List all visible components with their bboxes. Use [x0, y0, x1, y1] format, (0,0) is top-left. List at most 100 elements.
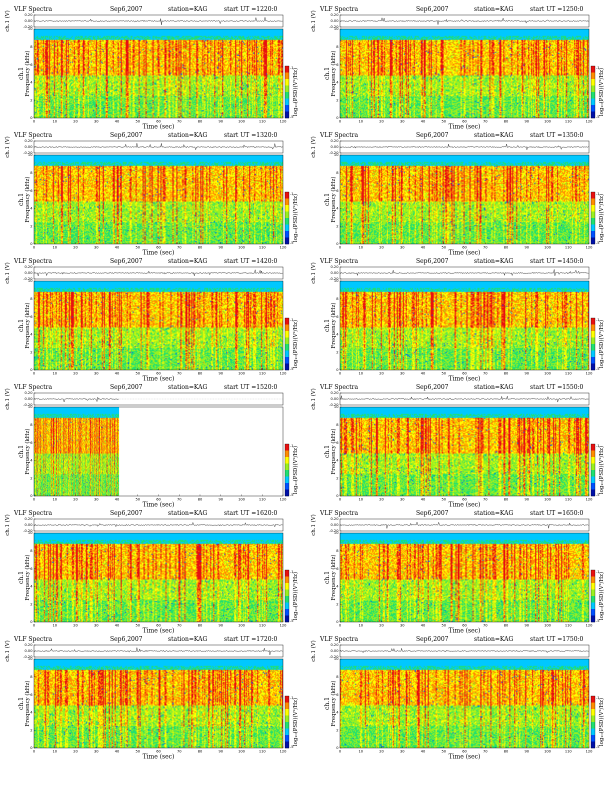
- colorbar-segment: [591, 583, 595, 590]
- colorbar-segment: [591, 722, 595, 729]
- colorbar-segment: [285, 735, 289, 742]
- frequency-tick: 2: [30, 728, 32, 732]
- frequency-tick: 0: [30, 494, 33, 498]
- colorbar-segment: [591, 350, 595, 358]
- header-title: VLF Spectra: [13, 384, 53, 391]
- time-tick: 50: [441, 624, 446, 628]
- time-tick: 50: [135, 120, 140, 124]
- waveform-y-tick: -0.20: [23, 25, 33, 29]
- waveform-trace: [33, 647, 283, 655]
- time-tick: 0: [33, 120, 36, 124]
- time-tick: 40: [115, 750, 120, 754]
- time-tick: 80: [198, 246, 203, 250]
- time-tick: 20: [379, 246, 384, 250]
- time-tick: 90: [218, 624, 223, 628]
- colorbar-tick: -5: [290, 367, 294, 371]
- colorbar-segment: [285, 696, 289, 703]
- frequency-tick: 10: [28, 405, 33, 409]
- colorbar-segment: [591, 192, 595, 199]
- time-tick: 120: [280, 246, 288, 250]
- spectrogram-figure: VLF Spectra Sep6,2007 station=KAG start UT …: [4, 6, 299, 131]
- spectrogram-image: [340, 659, 589, 748]
- frequency-tick: 0: [336, 116, 339, 120]
- colorbar-tick: -1: [596, 318, 600, 322]
- time-tick: 60: [462, 246, 467, 250]
- colorbar-segment: [591, 79, 595, 86]
- colorbar-segment: [285, 589, 289, 597]
- colorbar-segment: [591, 483, 595, 490]
- colorbar-frame: [590, 695, 596, 749]
- colorbar-segment: [591, 218, 595, 225]
- colorbar-tick: -5: [290, 241, 294, 245]
- time-axis-label: Time (sec): [143, 628, 175, 635]
- frequency-tick: 4: [30, 711, 33, 715]
- colorbar-segment: [591, 205, 595, 212]
- colorbar-segment: [285, 66, 289, 73]
- header-date: Sep6,2007: [110, 6, 143, 13]
- time-tick: 30: [400, 372, 405, 376]
- waveform-y-tick: 0.00: [24, 523, 33, 527]
- frequency-axis-label: Frequency (kHz): [330, 303, 337, 349]
- frequency-axis-label: Frequency (kHz): [24, 429, 31, 475]
- colorbar-tick: -5: [596, 115, 600, 119]
- waveform-y-tick: 0.20: [330, 517, 339, 521]
- colorbar-segment: [591, 476, 595, 484]
- time-tick: 100: [238, 120, 246, 124]
- waveform-y-tick: -0.20: [329, 529, 339, 533]
- frequency-axis-label: Frequency (kHz): [24, 555, 31, 601]
- time-tick: 120: [586, 372, 594, 376]
- spectrogram-panel: VLF Spectra Sep6,2007 station=KAG start UT …: [306, 636, 606, 762]
- colorbar-segment: [591, 357, 595, 364]
- spectrogram-figure: VLF Spectra Sep6,2007 station=KAG start UT …: [310, 258, 605, 383]
- time-tick: 70: [483, 372, 488, 376]
- waveform-y-label: ch.1 (V): [4, 640, 11, 661]
- time-tick: 0: [33, 624, 36, 628]
- time-tick: 20: [73, 624, 78, 628]
- time-tick: 30: [94, 246, 99, 250]
- frequency-axis-label: Frequency (kHz): [24, 303, 31, 349]
- time-tick: 90: [218, 372, 223, 376]
- colorbar-label: log₁₀(PSD)(V²/Hz): [292, 698, 299, 746]
- frequency-axis-label: Frequency (kHz): [330, 177, 337, 223]
- time-tick: 90: [218, 750, 223, 754]
- colorbar-segment: [591, 344, 595, 351]
- frequency-tick: 6: [30, 567, 33, 571]
- header-start-ut: start UT =1720:0: [224, 636, 278, 643]
- frequency-axis-label: Frequency (kHz): [24, 681, 31, 727]
- time-tick: 80: [504, 372, 509, 376]
- spectrogram-figure: VLF Spectra Sep6,2007 station=KAG start UT …: [4, 510, 299, 635]
- time-tick: 30: [94, 498, 99, 502]
- waveform-trace: [33, 17, 283, 25]
- colorbar-segment: [591, 72, 595, 80]
- waveform-y-tick: -0.20: [329, 403, 339, 407]
- waveform-trace: [339, 17, 589, 25]
- frequency-tick: 6: [30, 441, 33, 445]
- colorbar-segment: [285, 98, 289, 106]
- time-tick: 80: [504, 624, 509, 628]
- time-tick: 80: [504, 120, 509, 124]
- frequency-tick: 10: [334, 405, 339, 409]
- time-tick: 120: [586, 750, 594, 754]
- time-tick: 40: [115, 246, 120, 250]
- time-tick: 100: [544, 372, 552, 376]
- channel-label: ch.1: [18, 193, 25, 206]
- time-tick: 100: [238, 246, 246, 250]
- spectrogram-figure: VLF Spectra Sep6,2007 station=KAG start UT …: [4, 132, 299, 257]
- waveform-y-tick: -0.20: [23, 529, 33, 533]
- colorbar-segment: [591, 609, 595, 616]
- header-date: Sep6,2007: [416, 132, 449, 139]
- colorbar-segment: [591, 337, 595, 345]
- colorbar-tick: -5: [596, 367, 600, 371]
- header-start-ut: start UT =1520:0: [224, 384, 278, 391]
- frequency-axis-label: Frequency (kHz): [330, 555, 337, 601]
- colorbar-segment: [285, 231, 289, 238]
- header-start-ut: start UT =1220:0: [224, 6, 278, 13]
- colorbar-segment: [285, 476, 289, 484]
- colorbar-segment: [285, 337, 289, 345]
- time-tick: 90: [524, 750, 529, 754]
- spectrogram-image: [34, 407, 120, 496]
- time-tick: 110: [565, 246, 573, 250]
- header-start-ut: start UT =1550:0: [530, 384, 584, 391]
- colorbar-segment: [591, 331, 595, 338]
- header-title: VLF Spectra: [319, 6, 359, 13]
